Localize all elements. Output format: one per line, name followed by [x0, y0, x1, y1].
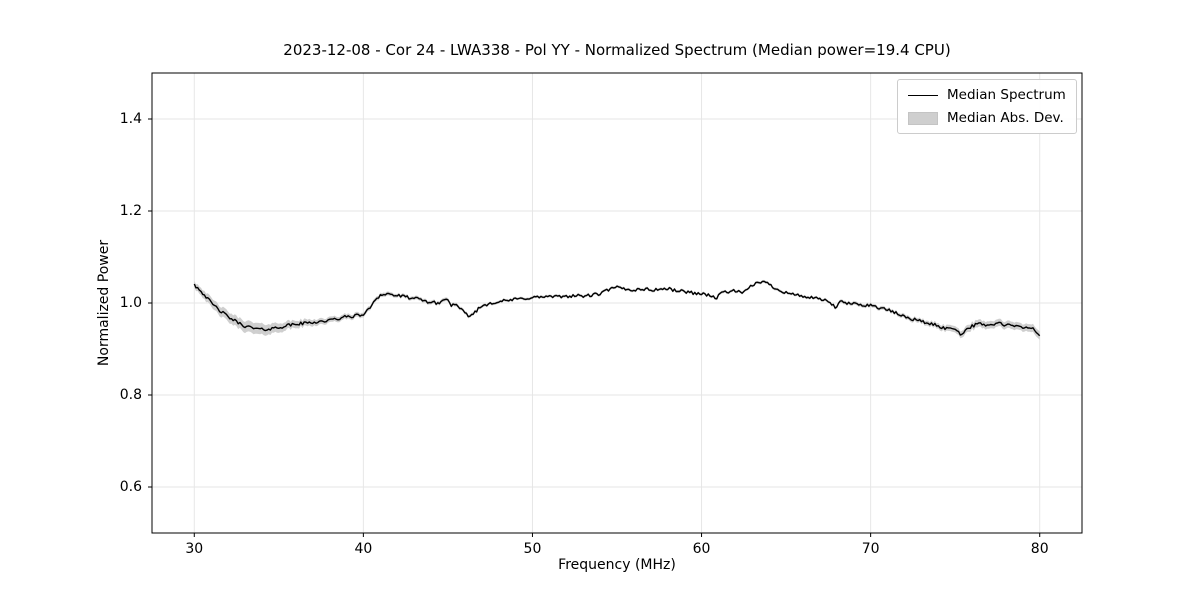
legend-label-median-abs-dev: Median Abs. Dev. — [947, 110, 1064, 126]
line-swatch-icon — [908, 94, 938, 96]
legend-item-median-spectrum: Median Spectrum — [908, 87, 1066, 103]
mad-band — [194, 279, 1040, 340]
x-tick-label: 80 — [1030, 541, 1049, 557]
legend: Median Spectrum Median Abs. Dev. — [897, 79, 1077, 134]
x-tick-label: 30 — [185, 541, 204, 557]
y-tick-label: 1.0 — [119, 295, 142, 311]
chart-title: 2023-12-08 - Cor 24 - LWA338 - Pol YY - … — [283, 41, 951, 59]
y-tick-label: 0.6 — [119, 479, 142, 495]
legend-label-median-spectrum: Median Spectrum — [947, 87, 1066, 103]
y-tick-label: 1.2 — [119, 203, 142, 219]
median-spectrum-line — [193, 280, 1041, 337]
x-tick-label: 50 — [523, 541, 542, 557]
x-axis-label: Frequency (MHz) — [558, 557, 676, 573]
y-tick-label: 0.8 — [119, 387, 142, 403]
legend-item-median-abs-dev: Median Abs. Dev. — [908, 110, 1066, 126]
x-tick-label: 40 — [354, 541, 373, 557]
patch-swatch-icon — [908, 111, 938, 125]
x-tick-label: 70 — [861, 541, 880, 557]
x-tick-label: 60 — [692, 541, 711, 557]
y-tick-label: 1.4 — [119, 111, 142, 127]
